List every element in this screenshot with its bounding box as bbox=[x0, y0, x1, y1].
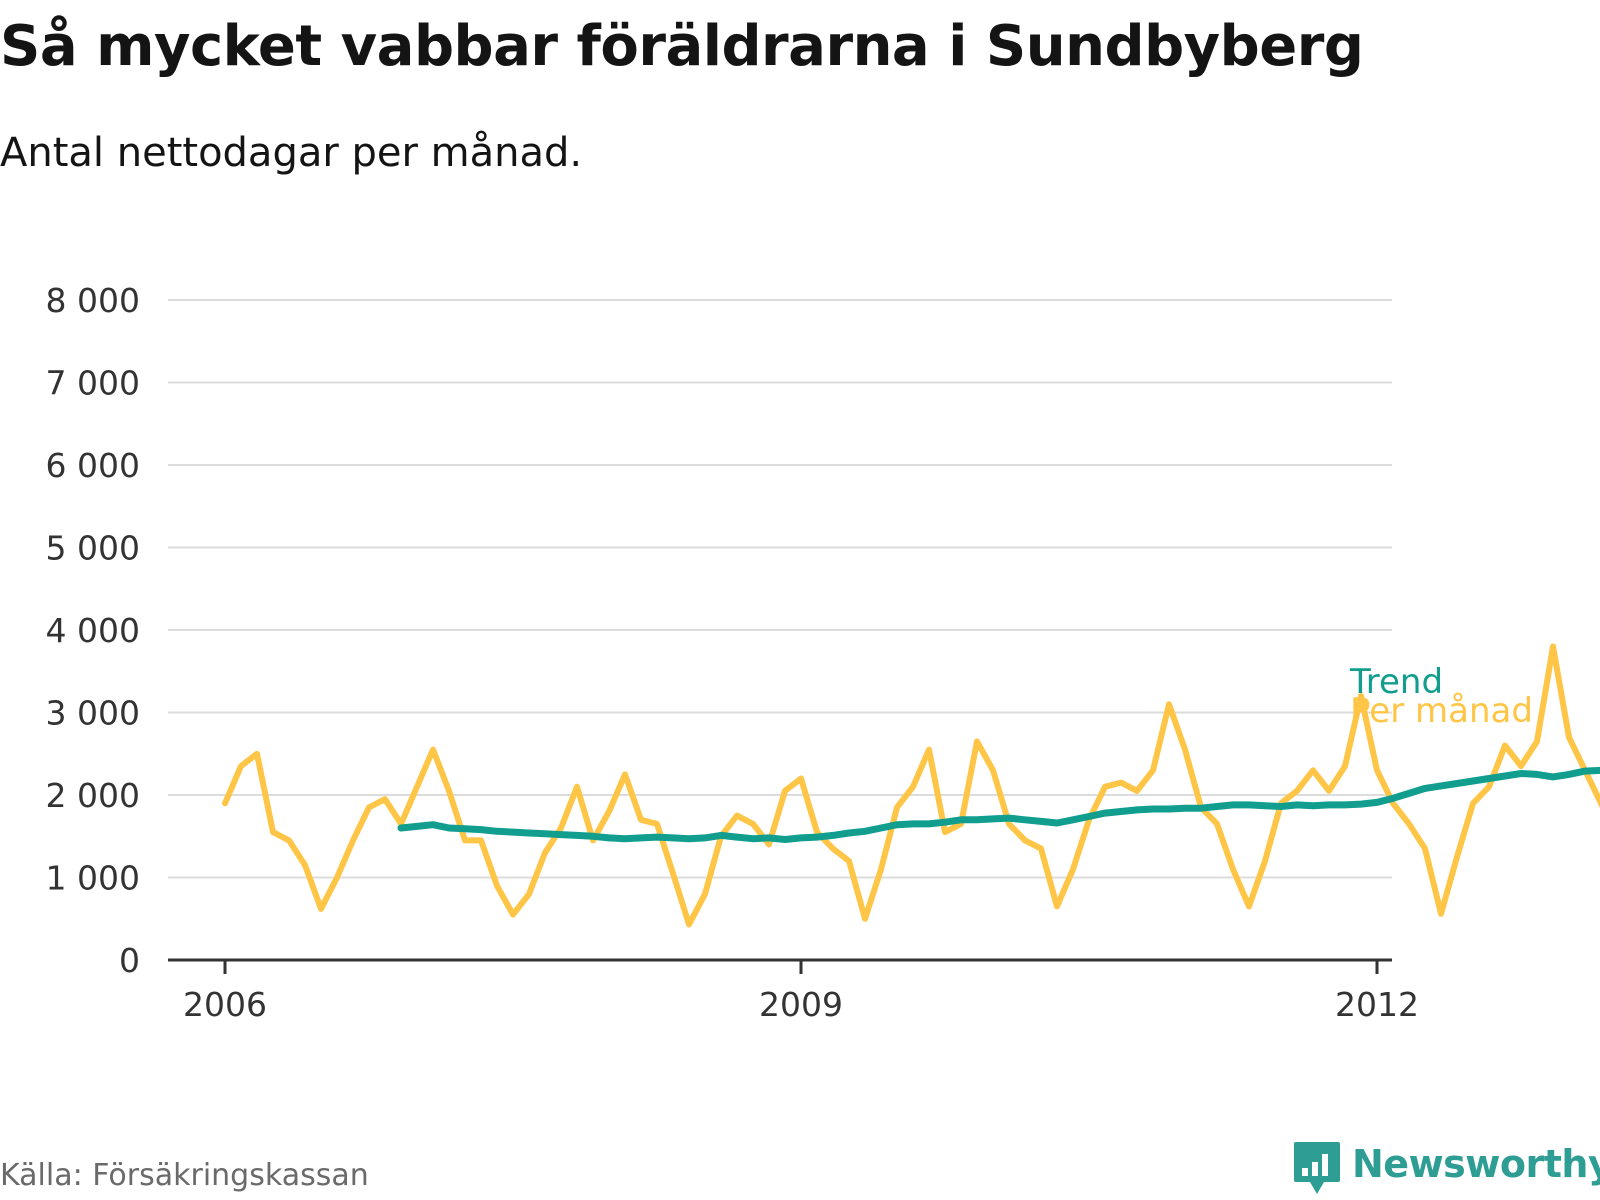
y-tick-label: 8 000 bbox=[46, 281, 140, 320]
y-tick-label: 5 000 bbox=[46, 529, 140, 568]
y-tick-label: 2 000 bbox=[46, 776, 140, 815]
x-tick-label: 2012 bbox=[1335, 985, 1419, 1024]
chart-subtitle: Antal nettodagar per månad. bbox=[0, 130, 583, 176]
y-tick-label: 3 000 bbox=[46, 694, 140, 733]
logo-text: Newsworthy bbox=[1352, 1142, 1600, 1186]
y-tick-label: 6 000 bbox=[46, 446, 140, 485]
grid-lines bbox=[168, 299, 1392, 879]
y-tick-label: 4 000 bbox=[46, 611, 140, 650]
newsworthy-logo[interactable]: Newsworthy bbox=[1292, 1140, 1600, 1200]
monthly-series-label: Per månad bbox=[1350, 691, 1533, 731]
bar-chart-speech-bubble-icon bbox=[1294, 1142, 1340, 1194]
y-axis-tick-labels: 0 1 000 2 000 3 000 4 000 5 000 6 000 7 000 8 00… bbox=[46, 281, 140, 980]
source-note: Källa: Försäkringskassan bbox=[0, 1158, 369, 1193]
series-lines bbox=[222, 643, 1600, 928]
y-tick-label: 1 000 bbox=[46, 859, 140, 898]
x-tick-label: 2006 bbox=[183, 985, 267, 1024]
y-tick-label: 7 000 bbox=[46, 364, 140, 403]
line-chart: 0 1 000 2 000 3 000 4 000 5 000 6 000 7 000 8 00… bbox=[46, 281, 1600, 1024]
monthly-line bbox=[222, 643, 1600, 928]
x-axis: 2006200920122015201820212023 bbox=[168, 958, 1419, 1024]
trend-series-label: Trend bbox=[1349, 662, 1443, 702]
y-tick-label: 0 bbox=[119, 941, 140, 980]
chart-title: Så mycket vabbar föräldrarna i Sundbyber… bbox=[0, 14, 1364, 79]
trend-line bbox=[397, 766, 1600, 843]
x-tick-label: 2009 bbox=[759, 985, 843, 1024]
